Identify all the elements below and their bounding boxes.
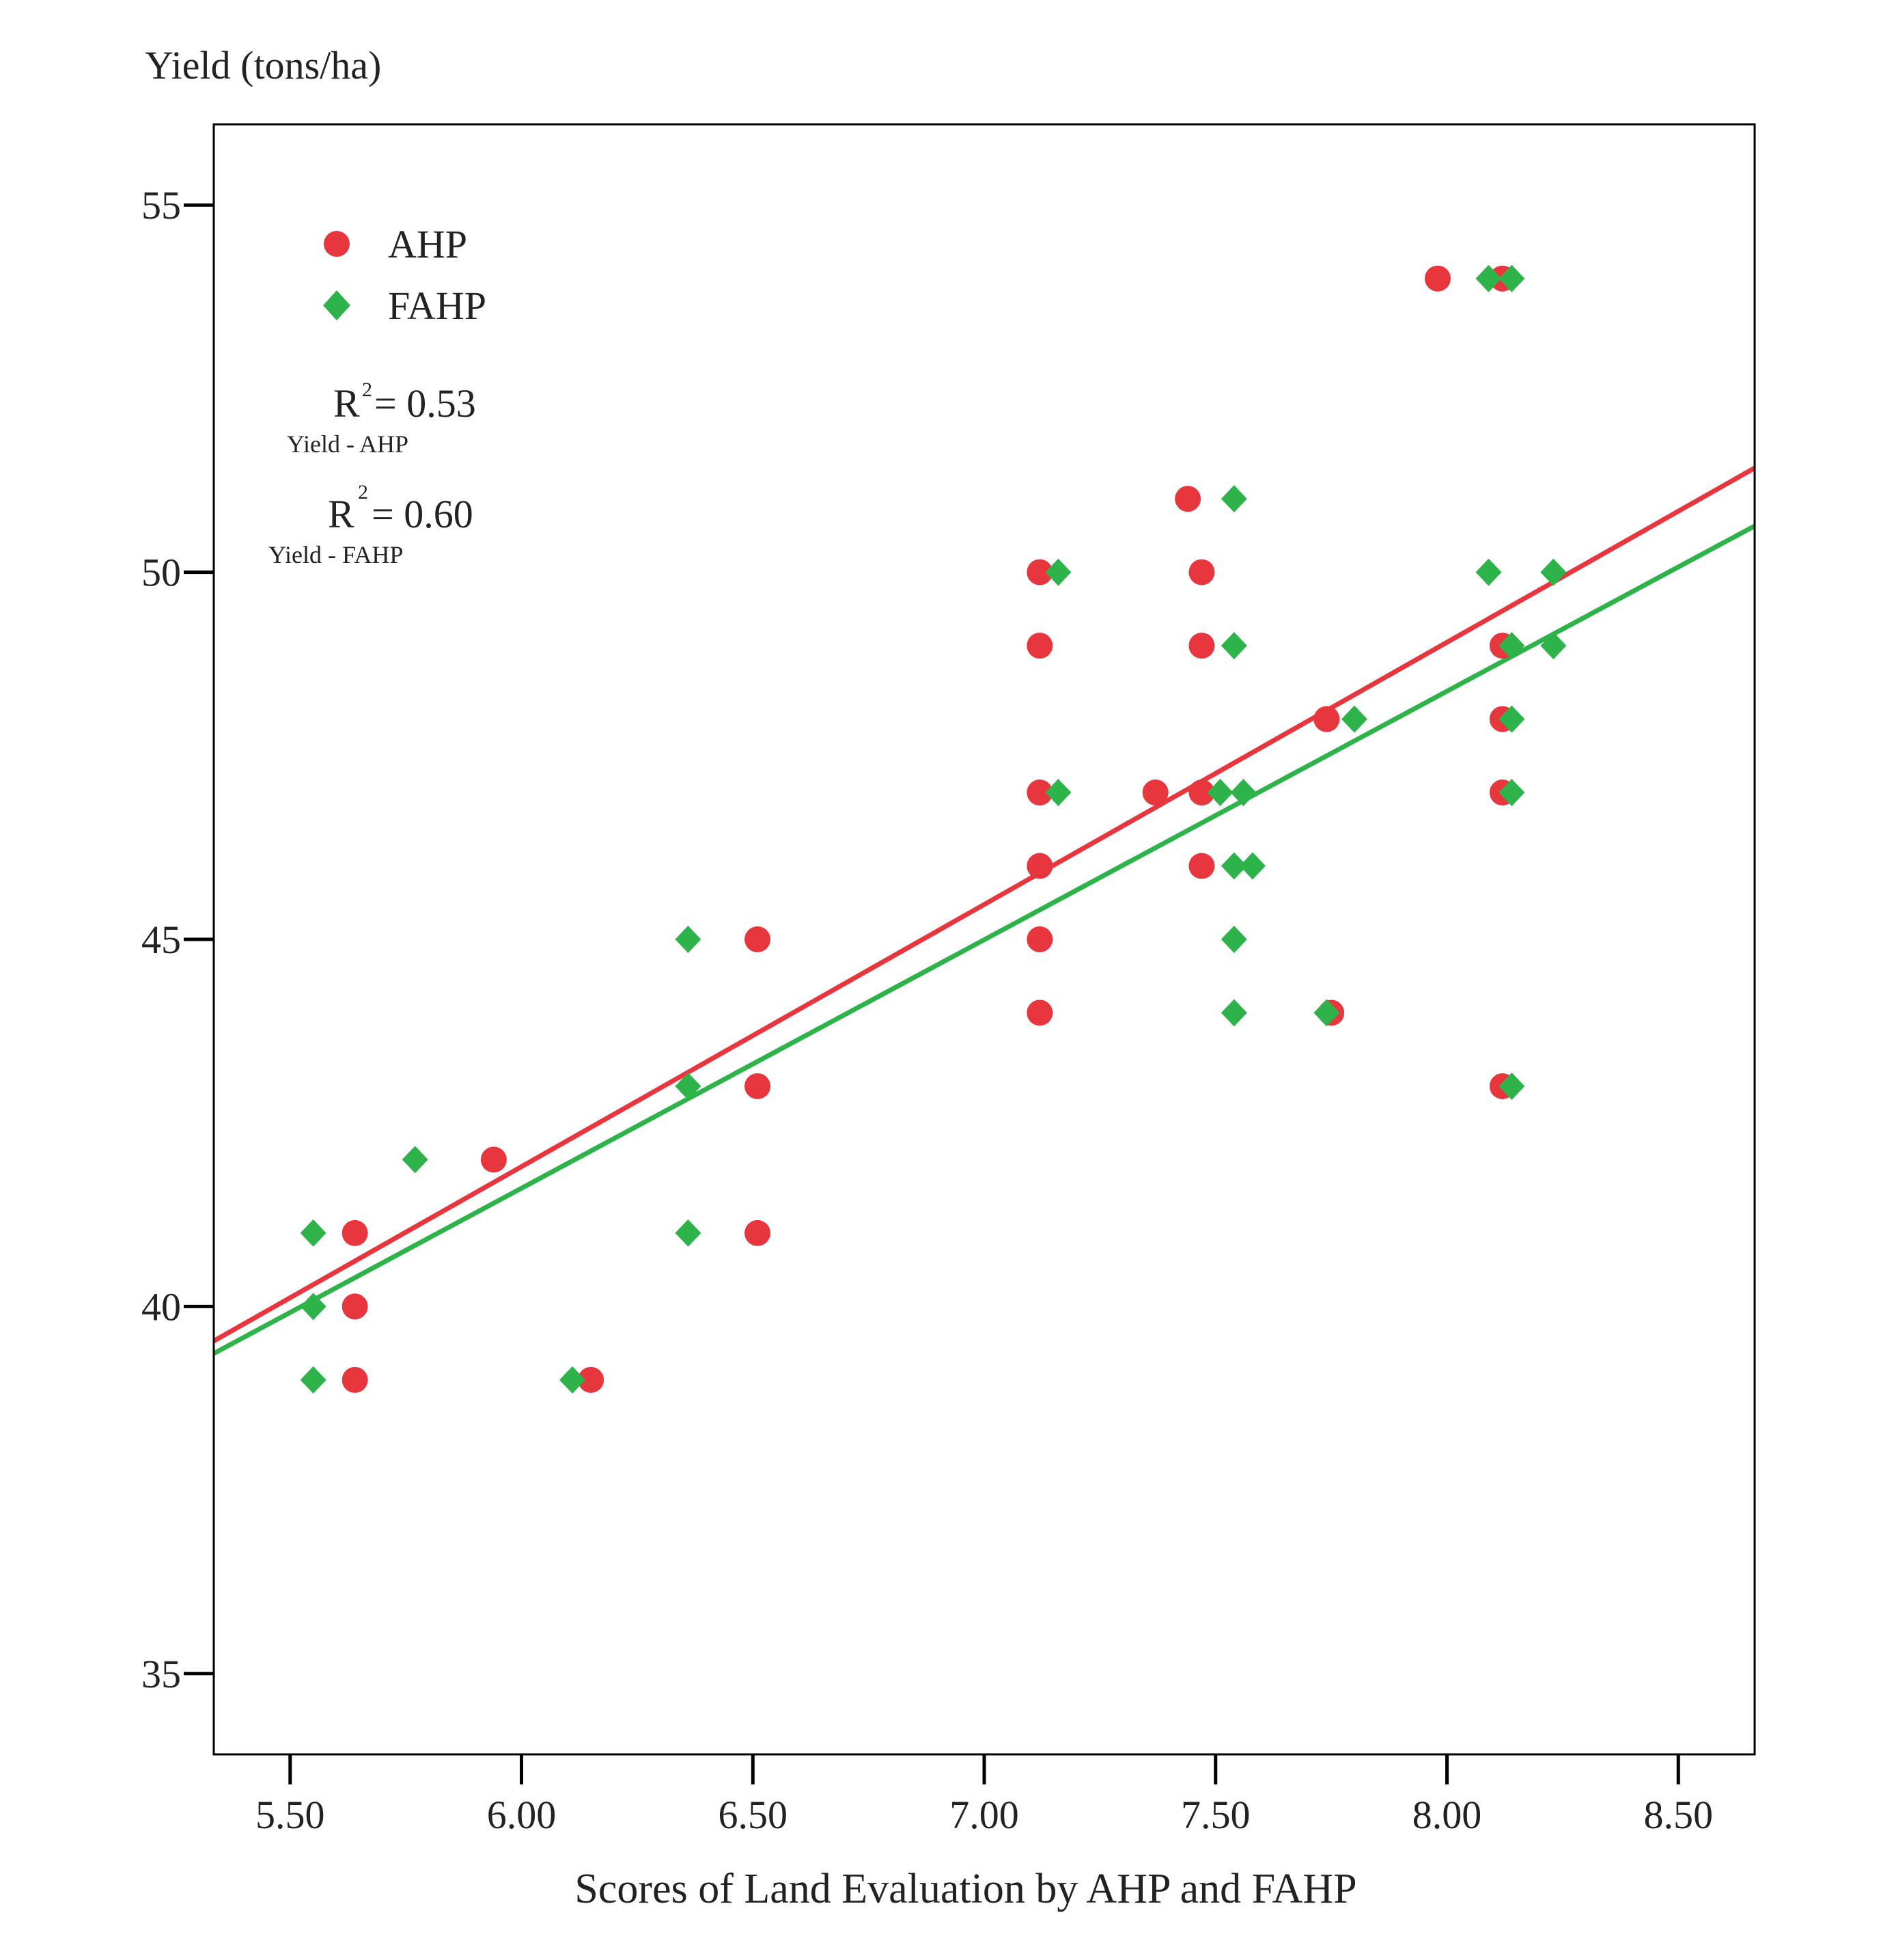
- data-point-fahp: [559, 1366, 586, 1394]
- data-point-fahp: [1221, 485, 1247, 513]
- r2-value: = 0.60: [372, 492, 473, 536]
- data-point-ahp: [1188, 853, 1215, 879]
- data-point-ahp: [1313, 706, 1340, 732]
- x-tick-label: 8.50: [1643, 1793, 1713, 1837]
- data-point-fahp: [402, 1146, 428, 1174]
- data-point-fahp: [1499, 632, 1525, 660]
- data-point-ahp: [1027, 999, 1053, 1026]
- r2-exponent: 2: [362, 378, 372, 401]
- legend-marker-fahp: [323, 290, 350, 320]
- data-point-ahp: [1424, 265, 1451, 292]
- fit-line-fahp: [214, 523, 1755, 1356]
- fit-line-ahp: [214, 465, 1755, 1343]
- data-point-fahp: [1540, 632, 1567, 660]
- data-point-ahp: [1027, 853, 1053, 879]
- data-point-fahp: [1540, 558, 1567, 586]
- x-tick-label: 6.50: [719, 1793, 788, 1837]
- legend-marker-ahp: [324, 231, 350, 257]
- x-axis-title: Scores of Land Evaluation by AHP and FAH…: [574, 1866, 1356, 1912]
- data-point-ahp: [744, 1073, 771, 1099]
- plot-inner: [214, 264, 1755, 1394]
- y-tick-label: 40: [141, 1284, 181, 1329]
- data-point-fahp: [1313, 999, 1340, 1027]
- data-point-ahp: [342, 1293, 368, 1320]
- data-point-fahp: [675, 1219, 701, 1247]
- r2-exponent: 2: [358, 481, 368, 503]
- data-point-fahp: [300, 1219, 326, 1247]
- data-point-fahp: [1341, 705, 1367, 733]
- r2-symbol: R: [328, 492, 354, 536]
- data-point-ahp: [744, 926, 771, 952]
- r2-value: = 0.53: [374, 381, 476, 426]
- x-tick-label: 7.50: [1181, 1793, 1251, 1837]
- data-point-ahp: [1188, 633, 1215, 659]
- r2-annotation-ahp: R 2 = 0.53 Yield - AHP: [287, 378, 476, 458]
- y-axis-title: Yield (tons/ha): [145, 43, 381, 87]
- data-point-ahp: [480, 1146, 507, 1173]
- data-point-ahp: [578, 1366, 604, 1393]
- data-point-ahp: [744, 1219, 771, 1246]
- data-point-fahp: [300, 1293, 326, 1321]
- data-point-fahp: [1221, 926, 1247, 953]
- r2-subscript: Yield - FAHP: [268, 541, 403, 568]
- data-point-fahp: [675, 1072, 701, 1100]
- data-point-ahp: [1027, 926, 1053, 952]
- data-point-fahp: [1221, 999, 1247, 1027]
- data-point-fahp: [300, 1366, 326, 1394]
- data-point-fahp: [1239, 852, 1266, 880]
- axes: 35 40 45 50 55 5.50 6.00 6.50 7.00 7.50 8.00 8.50: [141, 123, 1756, 1837]
- data-point-ahp: [1188, 559, 1215, 585]
- data-point-ahp: [1142, 779, 1169, 806]
- r2-subscript: Yield - AHP: [287, 430, 408, 458]
- data-point-fahp: [1221, 632, 1247, 660]
- data-point-ahp: [342, 1219, 368, 1246]
- data-point-fahp: [1045, 558, 1072, 586]
- data-point-fahp: [1499, 705, 1525, 733]
- data-point-fahp: [1207, 779, 1234, 807]
- data-point-fahp: [1045, 779, 1072, 807]
- x-tick-label: 5.50: [255, 1793, 325, 1837]
- y-tick-label: 50: [141, 551, 181, 595]
- data-point-fahp: [1230, 779, 1257, 807]
- data-point-fahp: [675, 926, 701, 953]
- data-point-ahp: [1175, 486, 1201, 512]
- x-tick-label: 7.00: [949, 1793, 1019, 1837]
- data-point-ahp: [1027, 779, 1053, 806]
- data-point-ahp: [1027, 559, 1053, 585]
- y-tick-label: 55: [141, 183, 181, 227]
- y-tick-label: 35: [141, 1652, 181, 1696]
- data-point-fahp: [1499, 264, 1525, 292]
- r2-annotation-fahp: R 2 = 0.60 Yield - FAHP: [268, 481, 473, 568]
- data-point-fahp: [1499, 779, 1525, 807]
- x-tick-label: 8.00: [1412, 1793, 1482, 1837]
- y-tick-label: 45: [141, 917, 181, 962]
- data-point-fahp: [1475, 264, 1502, 292]
- legend: AHP FAHP: [323, 222, 486, 328]
- legend-label-fahp: FAHP: [388, 284, 486, 328]
- data-point-fahp: [1499, 1072, 1525, 1100]
- r2-symbol: R: [333, 381, 360, 426]
- data-point-ahp: [1027, 633, 1053, 659]
- data-point-fahp: [1221, 852, 1247, 880]
- plot-area: [214, 264, 1755, 1394]
- x-tick-label: 6.00: [487, 1793, 557, 1837]
- legend-label-ahp: AHP: [388, 222, 467, 266]
- data-point-ahp: [342, 1366, 368, 1393]
- data-point-fahp: [1475, 558, 1502, 586]
- data-point-ahp: [1188, 779, 1215, 806]
